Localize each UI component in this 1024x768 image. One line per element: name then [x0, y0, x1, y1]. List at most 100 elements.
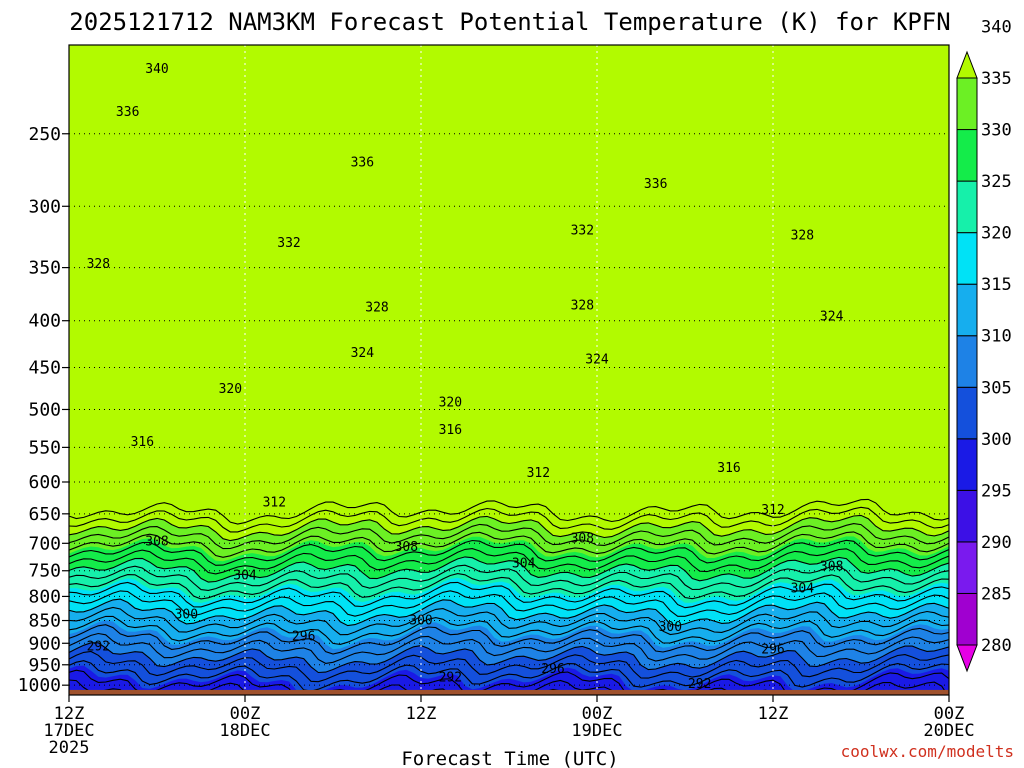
- y-tick-label: 650: [28, 504, 61, 525]
- colorbar-box-335: [956, 77, 978, 131]
- contour-label: 320: [219, 382, 242, 397]
- contour-label: 296: [292, 630, 315, 645]
- contour-322: [69, 590, 949, 617]
- contour-label: 308: [571, 532, 594, 547]
- contour-label: 308: [395, 540, 418, 555]
- contour-label: 316: [131, 435, 154, 450]
- temperature-bands: [69, 45, 949, 695]
- contour-312: [69, 632, 949, 664]
- colorbar-cap-top: [956, 50, 978, 79]
- y-tick-label: 450: [28, 358, 61, 379]
- y-tick-label: 250: [28, 124, 61, 145]
- contour-label: 324: [820, 310, 844, 325]
- contour-label: 324: [351, 346, 375, 361]
- y-tick-label: 1000: [18, 675, 61, 696]
- contour-label: 324: [585, 353, 609, 368]
- colorbar-label: 315: [981, 275, 1012, 295]
- y-tick-label: 950: [28, 655, 61, 676]
- contour-316: [69, 615, 949, 645]
- y-tick-label: 900: [28, 633, 61, 654]
- contour-310: [69, 642, 949, 674]
- colorbar-label: 295: [981, 481, 1012, 501]
- colorbar-box-285: [956, 592, 978, 646]
- contour-label: 300: [409, 614, 432, 629]
- contour-308: [69, 650, 949, 683]
- colorbar-box-295: [956, 489, 978, 543]
- x-axis-label: Forecast Time (UTC): [401, 748, 618, 768]
- y-tick-label: 550: [28, 437, 61, 458]
- colorbar-box-320: [956, 232, 978, 285]
- contour-332: [69, 548, 949, 575]
- x-tick-label: 18DEC: [219, 721, 270, 741]
- x-tick-label: 12Z: [406, 704, 437, 724]
- contour-label: 312: [527, 466, 550, 481]
- contour-298: [69, 699, 949, 723]
- x-tick-label: 19DEC: [571, 721, 622, 741]
- contour-340: [69, 514, 949, 542]
- contour-label: 336: [351, 155, 374, 170]
- x-tick-label: 12Z: [54, 704, 85, 724]
- colorbar-label: 285: [981, 584, 1012, 604]
- y-tick-label: 350: [28, 258, 61, 279]
- contour-label: 320: [439, 395, 462, 410]
- colorbar-label: 330: [981, 121, 1012, 141]
- colorbar-box-300: [956, 438, 978, 491]
- contour-label: 336: [644, 177, 667, 192]
- colorbar-label: 300: [981, 430, 1012, 450]
- colorbar-label: 290: [981, 533, 1012, 553]
- contour-label: 300: [659, 620, 682, 635]
- contour-label: 296: [541, 662, 564, 677]
- y-tick-label: 700: [28, 533, 61, 554]
- contour-label: 312: [761, 503, 784, 518]
- x-tick-label: 17DEC: [43, 721, 94, 741]
- contour-336: [69, 531, 949, 558]
- y-tick-label: 500: [28, 399, 61, 420]
- y-tick-label: 600: [28, 472, 61, 493]
- grid-lines: [69, 45, 949, 695]
- x-tick-label: 20DEC: [923, 721, 974, 741]
- contour-label: 304: [512, 557, 536, 572]
- colorbar: 280 285 290 295 300 305 310 315 320 325 330 335 340: [956, 17, 1012, 673]
- contour-label: 308: [145, 534, 168, 549]
- contour-328: [69, 564, 949, 591]
- contour-label: 308: [820, 559, 843, 574]
- contour-306: [69, 660, 949, 692]
- colorbar-label: 310: [981, 327, 1012, 347]
- source-credit: coolwx.com/modelts: [841, 742, 1014, 761]
- contour-304: [69, 669, 949, 695]
- y-tick-label: 850: [28, 611, 61, 632]
- colorbar-label: 305: [981, 378, 1012, 398]
- x-tick-label: 12Z: [758, 704, 789, 724]
- x-tick-label: 00Z: [934, 704, 965, 724]
- contour-label: 292: [87, 639, 110, 654]
- colorbar-label: 320: [981, 224, 1012, 244]
- contour-314: [69, 624, 949, 655]
- colorbar-box-330: [956, 129, 978, 182]
- contour-label: 316: [439, 423, 462, 438]
- colorbar-cap-bottom: [956, 644, 978, 673]
- pressure-axis: 2503003504004505005506006507007508008509…: [18, 124, 69, 696]
- contour-334: [69, 539, 949, 566]
- contour-label: 312: [263, 495, 286, 510]
- colorbar-label: 340: [981, 17, 1012, 37]
- contour-label: 328: [571, 298, 594, 313]
- colorbar-label: 325: [981, 172, 1012, 192]
- contour-label: 340: [145, 62, 168, 77]
- y-tick-label: 300: [28, 196, 61, 217]
- contour-label: 304: [233, 568, 257, 583]
- contour-324: [69, 581, 949, 609]
- contour-338: [69, 523, 949, 550]
- y-tick-label: 400: [28, 311, 61, 332]
- x-tick-label: 00Z: [582, 704, 613, 724]
- x-tick-label: 00Z: [230, 704, 261, 724]
- plot-frame: [68, 44, 950, 696]
- contour-label: 332: [571, 223, 594, 238]
- contour-label: 336: [116, 105, 139, 120]
- contour-294: [69, 717, 949, 723]
- contour-label: 292: [688, 677, 711, 692]
- contour-318: [69, 606, 949, 636]
- contour-342: [69, 506, 949, 533]
- contour-labels: 340 336 336 336 332 332 328 328 328 328 324 324 324 3…: [87, 62, 844, 692]
- contour-label: 328: [87, 257, 110, 272]
